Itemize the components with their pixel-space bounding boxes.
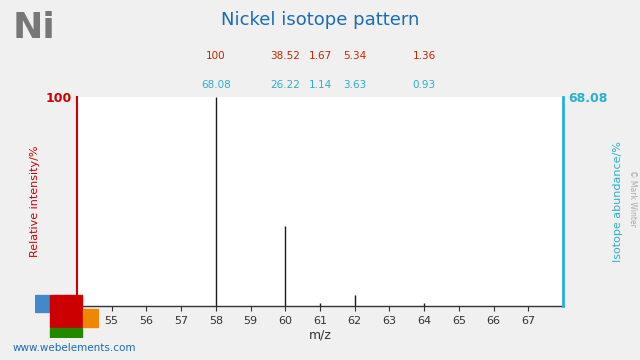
Text: 1.36: 1.36 (413, 51, 436, 61)
Text: Nickel isotope pattern: Nickel isotope pattern (221, 11, 419, 29)
Bar (35, 294, 49, 312)
Text: 5.34: 5.34 (343, 51, 366, 61)
Text: 68.08: 68.08 (201, 80, 230, 90)
Text: 100: 100 (206, 51, 225, 61)
Bar (83, 309, 99, 327)
Text: 1.67: 1.67 (308, 51, 332, 61)
Text: © Mark Winter: © Mark Winter (628, 170, 637, 226)
Bar (50, 294, 82, 327)
Text: 0.93: 0.93 (413, 80, 436, 90)
Text: 1.14: 1.14 (308, 80, 332, 90)
Text: www.webelements.com: www.webelements.com (13, 343, 136, 353)
Text: 3.63: 3.63 (343, 80, 366, 90)
X-axis label: m/z: m/z (308, 328, 332, 342)
Bar (50, 328, 82, 338)
Text: 26.22: 26.22 (270, 80, 300, 90)
Text: Ni: Ni (13, 11, 56, 45)
Text: 38.52: 38.52 (270, 51, 300, 61)
Y-axis label: Isotope abundance/%: Isotope abundance/% (613, 141, 623, 262)
Y-axis label: Relative intensity/%: Relative intensity/% (30, 146, 40, 257)
